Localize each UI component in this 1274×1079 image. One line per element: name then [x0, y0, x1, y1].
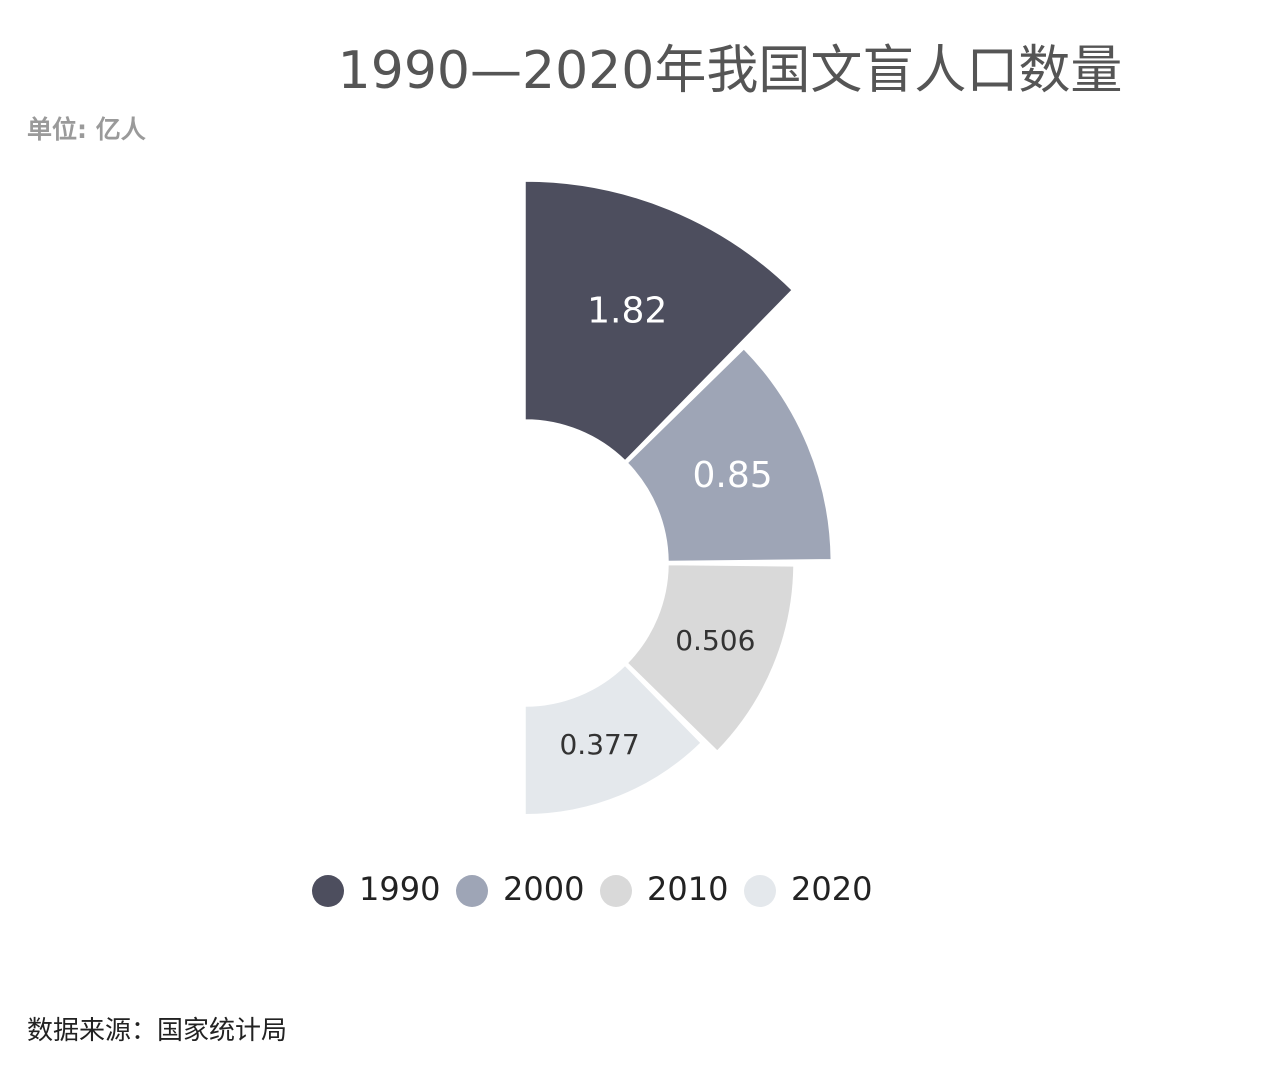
data-label-2020: 0.377 — [559, 728, 639, 761]
legend-label-2010[interactable]: 2010 — [647, 870, 728, 908]
legend-label-2020[interactable]: 2020 — [791, 870, 872, 908]
chart-data-labels: 1.82 0.85 0.506 0.377 — [559, 291, 772, 761]
legend-marker-2000[interactable] — [456, 875, 488, 907]
rose-sector-2010[interactable] — [626, 563, 795, 753]
legend-marker-2010[interactable] — [600, 875, 632, 907]
rose-sector-2020[interactable] — [524, 664, 703, 816]
legend-marker-1990[interactable] — [312, 875, 344, 907]
chart-legend[interactable]: 1990 2000 2010 2020 — [312, 870, 872, 908]
data-label-1990: 1.82 — [587, 291, 667, 332]
legend-label-1990[interactable]: 1990 — [359, 870, 440, 908]
data-source: 数据来源：国家统计局 — [27, 1016, 288, 1046]
rose-sector-1990[interactable] — [524, 180, 794, 462]
chart-title: 1990—2020年我国文盲人口数量 — [337, 41, 1123, 101]
legend-marker-2020[interactable] — [744, 875, 776, 907]
legend-label-2000[interactable]: 2000 — [503, 870, 584, 908]
data-label-2010: 0.506 — [675, 624, 755, 657]
chart-sectors — [524, 180, 833, 816]
unit-label: 单位: 亿人 — [27, 115, 146, 144]
rose-sector-2000[interactable] — [626, 347, 833, 563]
data-label-2000: 0.85 — [692, 455, 772, 496]
